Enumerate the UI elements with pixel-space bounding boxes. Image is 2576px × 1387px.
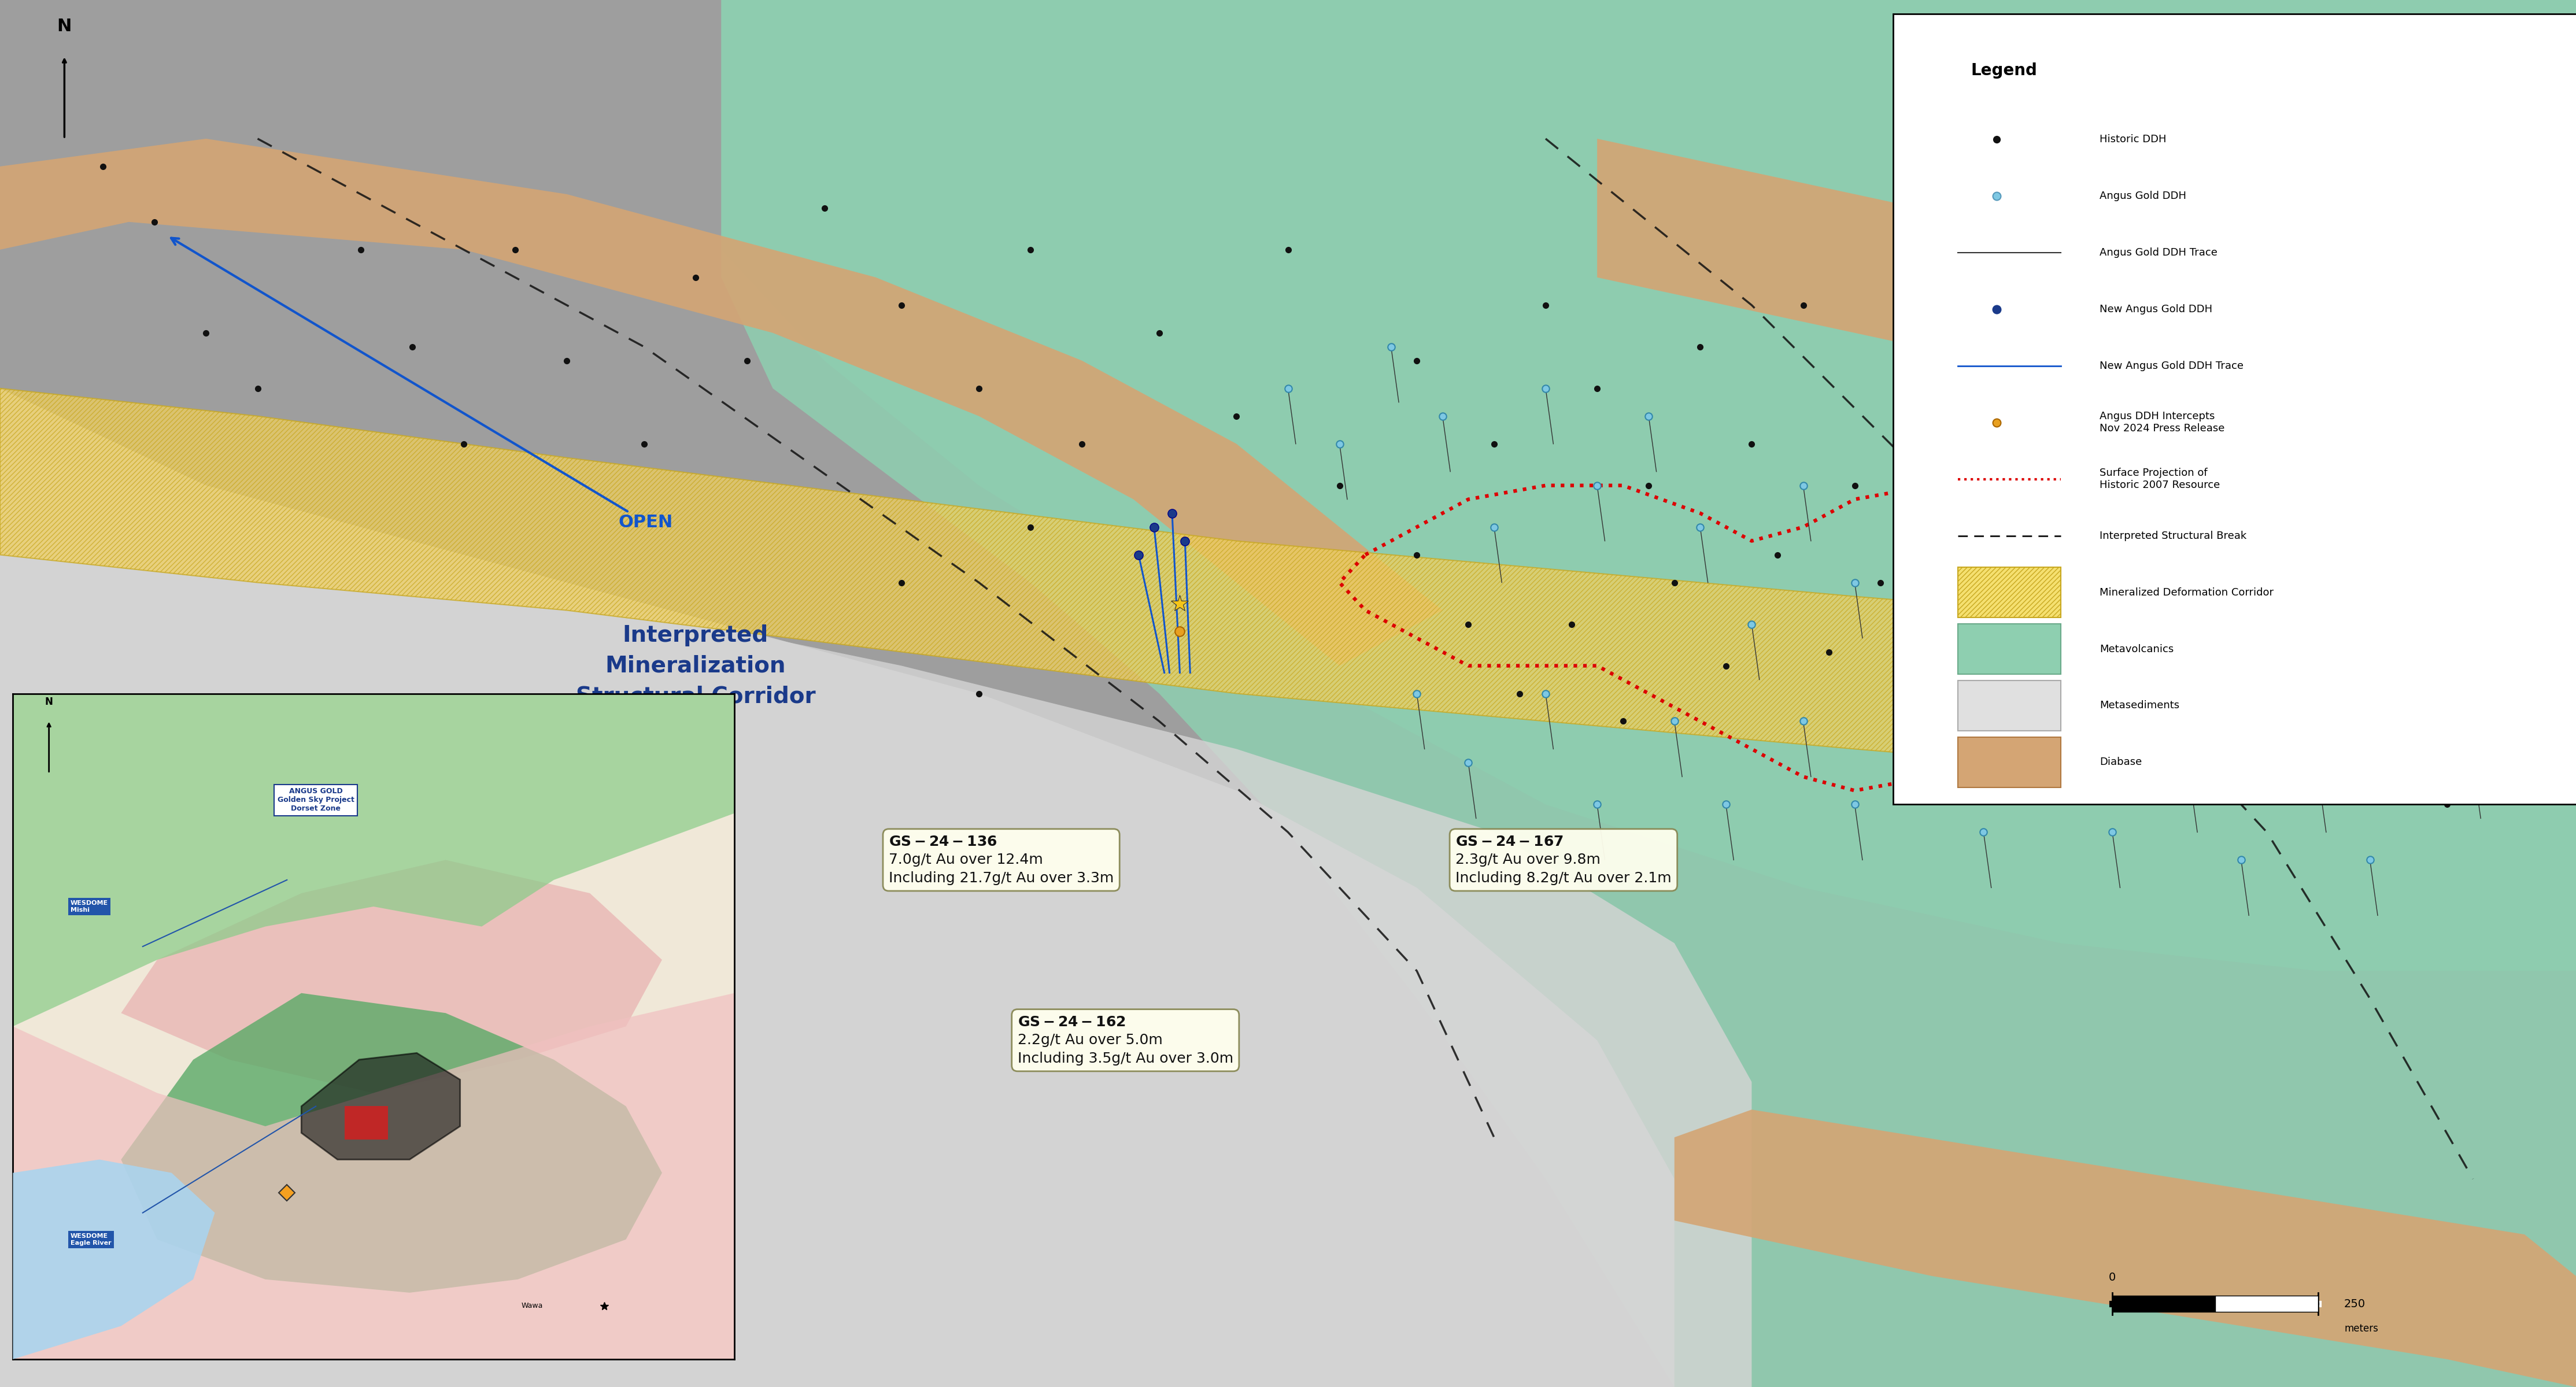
- Text: WESDOME
Mishi: WESDOME Mishi: [70, 900, 108, 913]
- Text: Angus DDH Intercepts
Nov 2024 Press Release: Angus DDH Intercepts Nov 2024 Press Rele…: [2099, 411, 2226, 434]
- Text: Angus Gold DDH Trace: Angus Gold DDH Trace: [2099, 247, 2218, 258]
- Polygon shape: [1597, 139, 2576, 485]
- Polygon shape: [121, 860, 662, 1093]
- Text: N: N: [57, 18, 72, 35]
- Polygon shape: [121, 993, 662, 1293]
- Text: OPEN: OPEN: [170, 239, 672, 531]
- Polygon shape: [721, 0, 2576, 1387]
- FancyBboxPatch shape: [1893, 14, 2576, 804]
- Polygon shape: [1674, 1110, 2576, 1387]
- Text: Interpreted
Mineralization
Structural Corridor: Interpreted Mineralization Structural Co…: [574, 624, 817, 707]
- Polygon shape: [721, 0, 2576, 971]
- Polygon shape: [0, 139, 1443, 666]
- Polygon shape: [0, 388, 1674, 1387]
- Text: 250: 250: [2344, 1298, 2365, 1309]
- Text: Interpreted Structural Break: Interpreted Structural Break: [2099, 530, 2246, 541]
- FancyBboxPatch shape: [1958, 567, 2061, 617]
- Polygon shape: [13, 693, 734, 1026]
- Text: Legend: Legend: [1971, 62, 2038, 79]
- Text: $\bf{GS-24-162}$
2.2g/t Au over 5.0m
Including 3.5g/t Au over 3.0m: $\bf{GS-24-162}$ 2.2g/t Au over 5.0m Inc…: [1018, 1015, 1234, 1065]
- Text: Diabase: Diabase: [2099, 757, 2141, 767]
- Text: Angus Gold DDH: Angus Gold DDH: [2099, 190, 2187, 201]
- Polygon shape: [13, 1160, 214, 1359]
- Text: 0: 0: [2110, 1272, 2115, 1283]
- Polygon shape: [13, 993, 734, 1359]
- Text: Surface Projection of
Historic 2007 Resource: Surface Projection of Historic 2007 Reso…: [2099, 467, 2221, 491]
- Text: ANGUS GOLD
Golden Sky Project
Dorset Zone: ANGUS GOLD Golden Sky Project Dorset Zon…: [278, 788, 355, 813]
- FancyBboxPatch shape: [1958, 738, 2061, 788]
- FancyBboxPatch shape: [1958, 681, 2061, 731]
- Text: Wawa: Wawa: [520, 1302, 544, 1309]
- Text: N: N: [44, 696, 54, 707]
- FancyBboxPatch shape: [1958, 624, 2061, 674]
- Text: WESDOME
Eagle River: WESDOME Eagle River: [70, 1233, 111, 1246]
- Polygon shape: [0, 388, 2576, 791]
- Text: New Angus Gold DDH: New Angus Gold DDH: [2099, 304, 2213, 315]
- Text: $\bf{GS-24-167}$
2.3g/t Au over 9.8m
Including 8.2g/t Au over 2.1m: $\bf{GS-24-167}$ 2.3g/t Au over 9.8m Inc…: [1455, 835, 1672, 885]
- Polygon shape: [0, 444, 1752, 1387]
- Text: Historic DDH: Historic DDH: [2099, 135, 2166, 144]
- Polygon shape: [301, 1053, 461, 1160]
- Text: meters: meters: [2344, 1323, 2378, 1334]
- Polygon shape: [345, 1107, 389, 1140]
- Text: Metavolcanics: Metavolcanics: [2099, 644, 2174, 655]
- Text: DORSET HISTORIC
RESOURCE: DORSET HISTORIC RESOURCE: [1927, 702, 2092, 741]
- Text: New Angus Gold DDH Trace: New Angus Gold DDH Trace: [2099, 361, 2244, 372]
- Text: Mineralized Deformation Corridor: Mineralized Deformation Corridor: [2099, 587, 2275, 598]
- Text: $\bf{GS-24-136}$
7.0g/t Au over 12.4m
Including 21.7g/t Au over 3.3m: $\bf{GS-24-136}$ 7.0g/t Au over 12.4m In…: [889, 835, 1113, 885]
- Text: Metasediments: Metasediments: [2099, 700, 2179, 712]
